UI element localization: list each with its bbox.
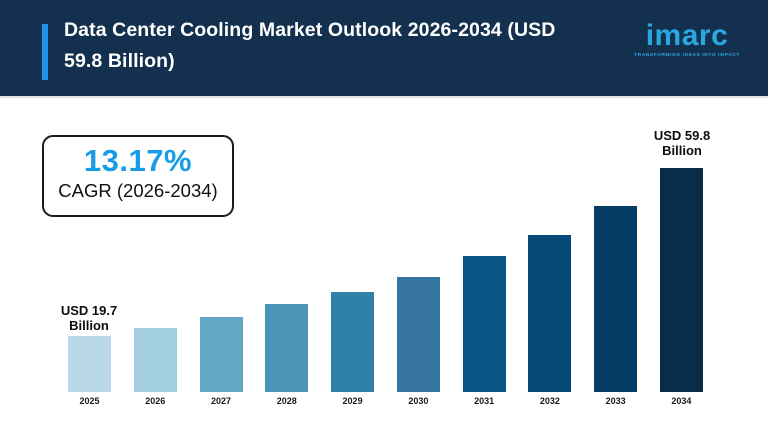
bar-column-2027: 2027 bbox=[199, 317, 243, 406]
imarc-logo: imarc TRANSFORMING IDEAS INTO IMPACT bbox=[632, 19, 742, 59]
data-label-2025-line1: USD 19.7 bbox=[60, 303, 118, 318]
page-title-line1: Data Center Cooling Market Outlook 2026-… bbox=[64, 19, 556, 41]
bar-2029 bbox=[331, 292, 375, 392]
x-tick-label-2028: 2028 bbox=[276, 396, 297, 406]
bar-2033 bbox=[594, 206, 638, 392]
cagr-value: 13.17% bbox=[83, 143, 193, 178]
title-accent-bar bbox=[42, 24, 48, 80]
cagr-label: CAGR (2026-2034) bbox=[58, 180, 218, 201]
bar-column-2031: 2031 bbox=[462, 256, 506, 406]
data-label-2025: USD 19.7 Billion bbox=[31, 303, 147, 333]
bar-column-2029: 2029 bbox=[331, 292, 375, 406]
x-tick-label-2025: 2025 bbox=[79, 396, 100, 406]
imarc-logo-wordmark: imarc bbox=[645, 19, 729, 52]
data-label-2034-line1: USD 59.8 bbox=[653, 128, 711, 143]
x-tick-label-2033: 2033 bbox=[605, 396, 626, 406]
cagr-callout-box: 13.17% CAGR (2026-2034) bbox=[42, 135, 234, 217]
bar-2028 bbox=[265, 304, 309, 392]
x-tick-label-2026: 2026 bbox=[145, 396, 166, 406]
bar-2030 bbox=[396, 277, 440, 392]
x-tick-label-2027: 2027 bbox=[211, 396, 232, 406]
page-title: Data Center Cooling Market Outlook 2026-… bbox=[64, 15, 604, 77]
bar-2025 bbox=[68, 336, 111, 392]
bar-column-2032: 2032 bbox=[528, 235, 572, 406]
data-label-2034-line2: Billion bbox=[662, 143, 702, 158]
data-label-2034: USD 59.8 Billion bbox=[624, 128, 740, 158]
bar-2034 bbox=[659, 168, 703, 392]
bar-2027 bbox=[199, 317, 243, 392]
bar-column-2034: 2034 bbox=[659, 168, 703, 406]
bar-column-2030: 2030 bbox=[396, 277, 440, 406]
x-tick-label-2032: 2032 bbox=[539, 396, 560, 406]
bar-2031 bbox=[462, 256, 506, 392]
data-label-2025-line2: Billion bbox=[69, 318, 109, 333]
bar-column-2028: 2028 bbox=[265, 304, 309, 406]
header: Data Center Cooling Market Outlook 2026-… bbox=[0, 0, 768, 98]
bar-column-2025: 2025 bbox=[68, 336, 111, 406]
x-tick-label-2031: 2031 bbox=[474, 396, 495, 406]
x-tick-label-2034: 2034 bbox=[671, 396, 692, 406]
x-tick-label-2030: 2030 bbox=[408, 396, 429, 406]
imarc-logo-tagline: TRANSFORMING IDEAS INTO IMPACT bbox=[634, 53, 740, 58]
x-tick-label-2029: 2029 bbox=[342, 396, 363, 406]
bar-2032 bbox=[528, 235, 572, 392]
bar-chart: 2025 2026 2027 2028 2029 2030 2031 2032 2033 2034 bbox=[68, 168, 703, 406]
page-title-line2: 59.8 Billion) bbox=[64, 50, 175, 72]
bar-column-2026: 2026 bbox=[133, 328, 177, 406]
bar-2026 bbox=[133, 328, 177, 392]
bar-column-2033: 2033 bbox=[594, 206, 638, 406]
